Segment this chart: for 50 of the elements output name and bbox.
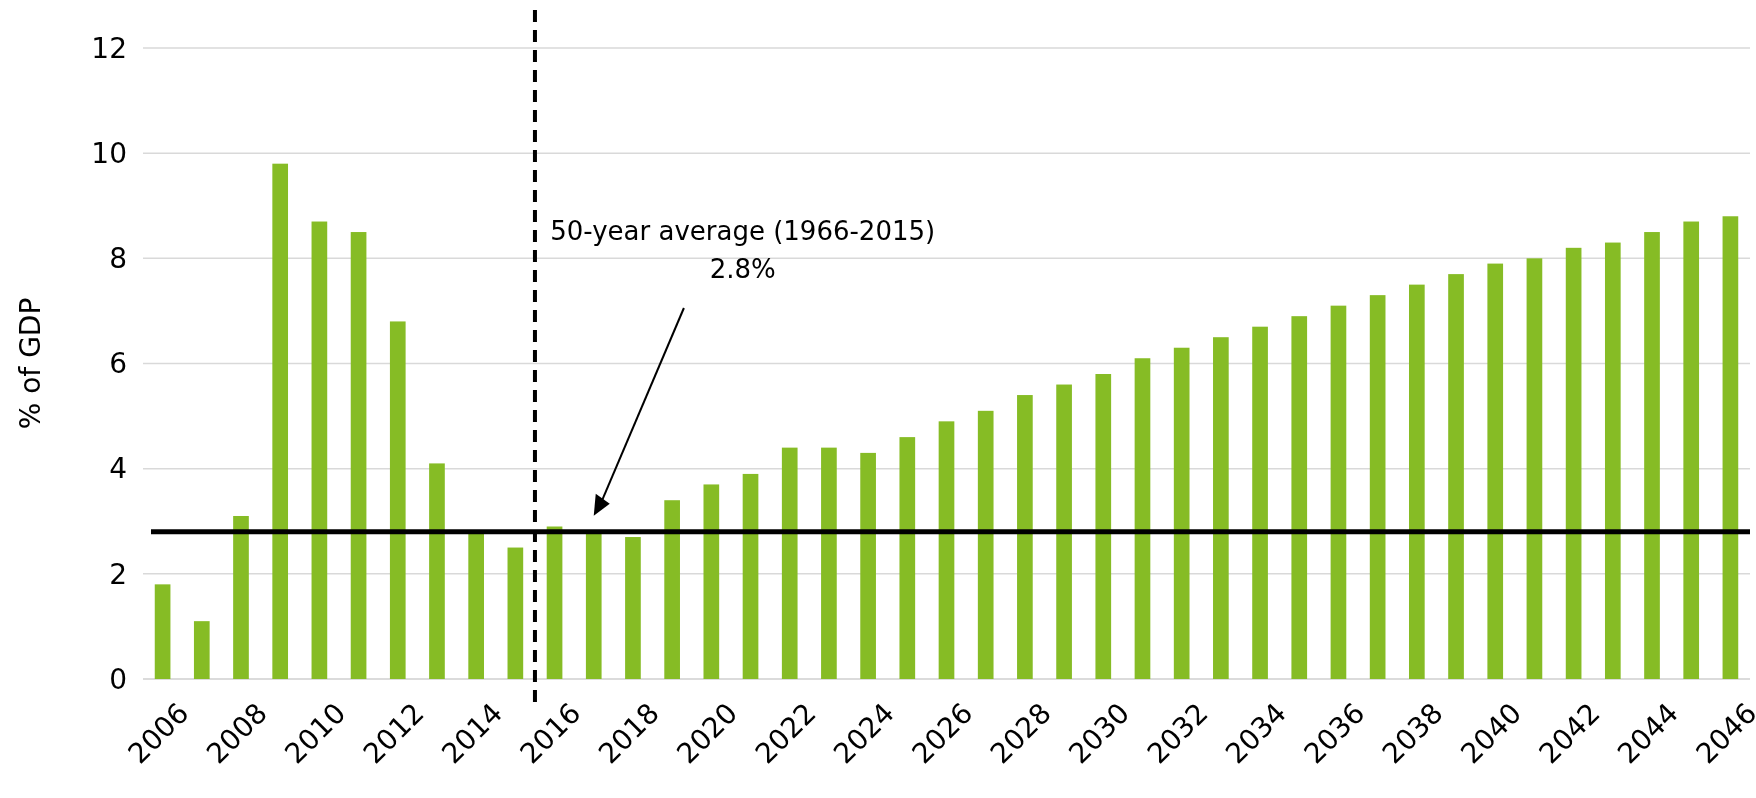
bar <box>1644 232 1660 679</box>
bar <box>507 547 524 679</box>
bar <box>1213 337 1229 679</box>
bar <box>1369 295 1386 679</box>
bar <box>1291 316 1308 679</box>
bar <box>585 531 602 679</box>
bar <box>311 221 328 679</box>
bar <box>1330 305 1347 679</box>
bar <box>625 537 641 679</box>
bar <box>154 584 171 679</box>
bar <box>389 321 406 679</box>
bar <box>1056 384 1072 679</box>
bar <box>1095 374 1112 679</box>
bar <box>1526 258 1543 679</box>
bar <box>1173 347 1190 679</box>
bar <box>429 463 445 679</box>
bar <box>1448 274 1464 679</box>
y-tick-label: 6 <box>109 347 127 381</box>
bar <box>193 621 210 679</box>
bar <box>977 410 994 679</box>
bar <box>781 447 798 679</box>
bar <box>1487 263 1504 679</box>
bar <box>938 421 955 679</box>
bar <box>1252 326 1268 679</box>
bar <box>233 515 249 679</box>
ref-line-label: 50-year average (1966-2015) 2.8% <box>550 216 936 284</box>
y-tick-label: 8 <box>109 242 127 276</box>
bar <box>1409 284 1425 679</box>
bar <box>546 526 563 679</box>
y-tick-label: 10 <box>91 136 127 170</box>
y-tick-label: 4 <box>109 452 127 486</box>
bar <box>664 500 680 679</box>
bar <box>1722 216 1739 679</box>
bar <box>1604 242 1621 679</box>
bar <box>860 452 876 679</box>
bar <box>899 437 916 679</box>
bar <box>272 163 289 679</box>
bar <box>742 473 759 679</box>
y-tick-label: 2 <box>109 557 127 591</box>
y-tick-label: 0 <box>109 662 127 696</box>
bar <box>821 447 837 679</box>
bar <box>468 531 484 679</box>
bar <box>1134 358 1151 679</box>
bar <box>350 232 367 679</box>
bar <box>703 484 720 679</box>
y-axis-title: % of GDP <box>14 297 47 430</box>
bar <box>1683 221 1700 679</box>
bar <box>1565 247 1582 679</box>
bar <box>1017 395 1033 679</box>
y-tick-label: 12 <box>91 31 127 65</box>
